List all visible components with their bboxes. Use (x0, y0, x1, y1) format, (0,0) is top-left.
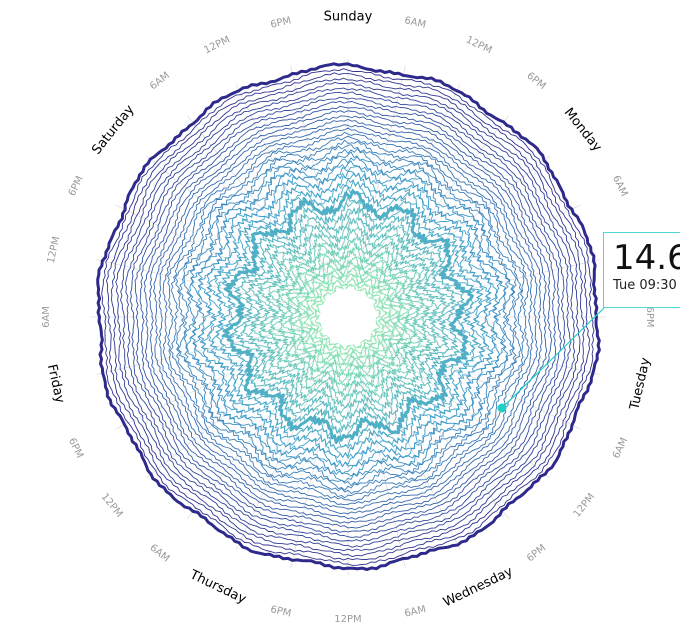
hour-spoke (146, 335, 325, 479)
tooltip-time: Tue 09:30 (613, 278, 677, 293)
ring-line[interactable] (281, 250, 415, 384)
ring-line[interactable] (209, 177, 485, 458)
ring-line[interactable] (162, 127, 534, 506)
hour-spoke (377, 259, 600, 311)
hour-tick-label: 12PM (46, 235, 63, 264)
ring-line[interactable] (298, 266, 399, 366)
value-tooltip: 14.6 Tue 09:30 (603, 232, 680, 308)
day-label: Friday (44, 363, 67, 405)
hour-spoke (186, 340, 330, 519)
hour-tick-label: 6PM (644, 306, 655, 327)
day-label: Thursday (186, 567, 248, 607)
weekly-rings (96, 62, 601, 571)
ring-line[interactable] (177, 144, 517, 491)
hour-tick-label: 12PM (334, 614, 361, 625)
hour-spoke (360, 84, 461, 291)
ring-line[interactable] (129, 96, 566, 538)
hour-tick-label: 6PM (67, 174, 86, 198)
hour-tick-label: 12PM (464, 34, 493, 56)
day-label: Saturday (89, 102, 137, 157)
hour-tick-label: 6PM (269, 604, 292, 619)
ring-line[interactable] (288, 256, 408, 377)
ring-line[interactable] (125, 91, 572, 542)
hour-tick-label: 12PM (572, 491, 598, 519)
hour-tick-label: 6AM (403, 604, 427, 620)
hour-spoke (96, 259, 319, 311)
day-label: Sunday (324, 10, 373, 25)
day-label: Tuesday (627, 356, 654, 412)
ring-line[interactable] (314, 283, 382, 351)
ring-line[interactable] (267, 235, 431, 399)
tooltip-leader-line (501, 307, 605, 409)
ring-line[interactable] (309, 277, 388, 355)
center-hole (320, 289, 376, 345)
hour-tick-label: 12PM (99, 491, 125, 519)
ring-line[interactable] (153, 118, 543, 515)
hover-indicator (497, 307, 605, 413)
ring-line[interactable] (158, 124, 539, 511)
ring-line[interactable] (227, 196, 467, 440)
hour-tick-label: 6AM (403, 15, 427, 31)
ring-line[interactable] (115, 81, 581, 552)
ring-line[interactable] (303, 273, 392, 363)
hour-spoke (360, 343, 461, 550)
hour-spoke (146, 155, 325, 299)
hour-tick-label: 6AM (148, 70, 172, 92)
tooltip-value: 14.6 (613, 238, 680, 278)
ring-line[interactable] (236, 207, 459, 431)
hour-tick-label: 6PM (269, 15, 292, 30)
ring-line[interactable] (106, 72, 591, 561)
ring-line[interactable] (219, 186, 475, 447)
hour-tick-label: 6AM (41, 306, 52, 328)
ring-line[interactable] (139, 105, 557, 529)
ring-line[interactable] (271, 239, 425, 395)
day-label: Wednesday (441, 564, 516, 610)
hover-point[interactable] (497, 403, 507, 413)
ring-line[interactable] (186, 151, 510, 483)
hour-tick-label: 6PM (524, 70, 547, 92)
day-label: Monday (561, 105, 605, 155)
hour-tick-label: 6AM (610, 174, 629, 198)
ring-line[interactable] (143, 110, 553, 524)
ring-line[interactable] (183, 148, 515, 487)
ring-line[interactable] (174, 139, 523, 494)
ring-line[interactable] (167, 131, 530, 502)
ring-line[interactable] (110, 77, 585, 558)
ring-line[interactable] (190, 156, 506, 477)
hour-tick-label: 6AM (147, 542, 171, 564)
ring-line[interactable] (232, 199, 465, 434)
ring-line[interactable] (248, 217, 448, 420)
hour-tick-label: 12PM (202, 34, 231, 56)
ring-line[interactable] (207, 172, 492, 459)
ring-line[interactable] (169, 135, 525, 499)
ring-line[interactable] (200, 170, 494, 468)
ring-line[interactable] (134, 100, 563, 533)
hour-tick-label: 6PM (525, 543, 548, 565)
ring-line[interactable] (259, 230, 434, 405)
highlighted-ring-line[interactable] (96, 62, 601, 571)
hour-tick-label: 6PM (66, 436, 85, 460)
ring-line[interactable] (148, 115, 548, 520)
ring-line[interactable] (292, 262, 403, 374)
ring-line[interactable] (198, 165, 499, 468)
ring-line[interactable] (101, 68, 595, 566)
ring-line[interactable] (193, 160, 502, 475)
ring-line[interactable] (120, 87, 576, 548)
hour-tick-label: 6AM (611, 436, 630, 460)
hour-spoke (371, 335, 550, 479)
